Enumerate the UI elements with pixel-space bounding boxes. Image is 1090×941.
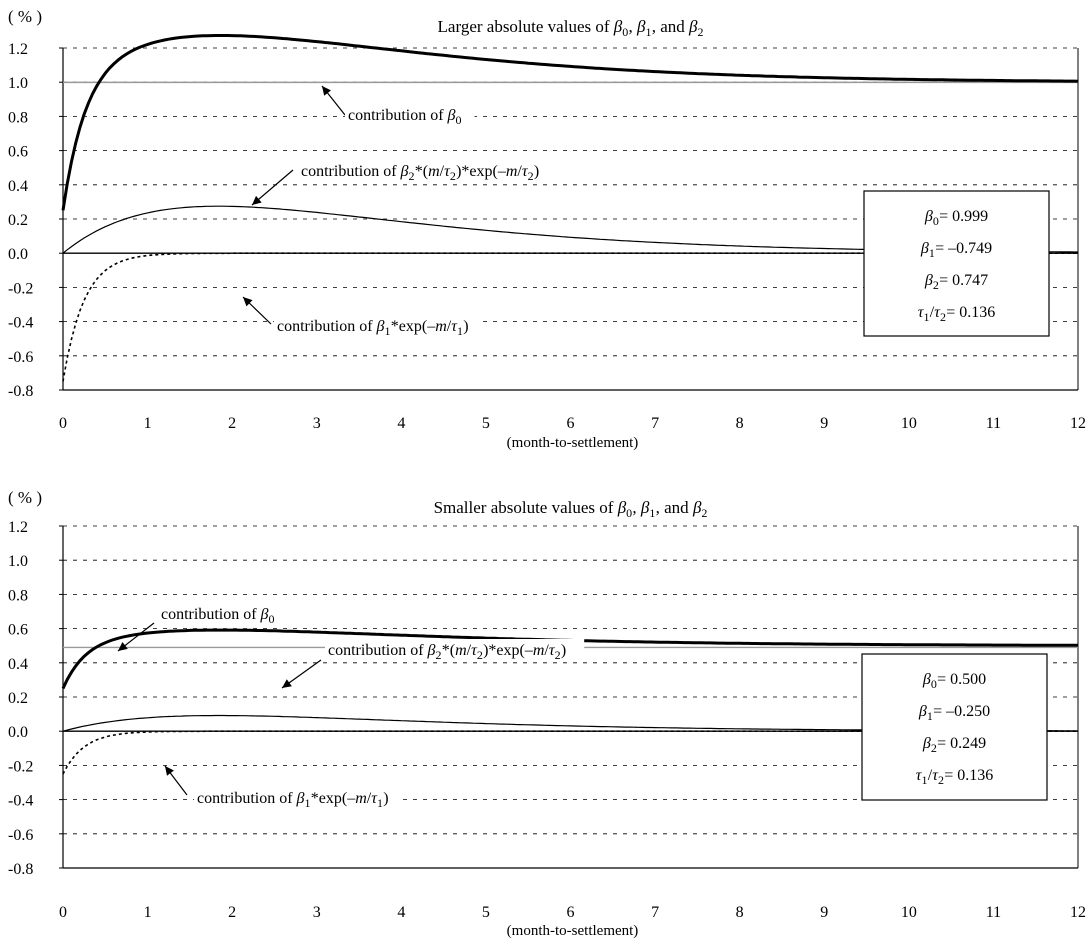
annotation-b0: contribution of β0 <box>161 606 275 626</box>
annotation-b2: contribution of β2 *(m/τ2 )*exp(–m/τ2 ) <box>328 642 566 662</box>
parameter-box <box>863 190 1050 337</box>
x-tick-label: 1 <box>144 904 152 921</box>
annotation-bg <box>325 639 585 661</box>
x-tick-label: 11 <box>986 415 1001 432</box>
parameter-line: τ1 /τ2 = 0.136 <box>916 767 993 787</box>
chart-panel-2: ( % ) Smaller absolute values of β0 , β1 … <box>8 488 1086 939</box>
y-tick-label: 0.6 <box>8 144 28 161</box>
series-b1-curve <box>62 730 1078 775</box>
y-tick-label: -0.8 <box>8 861 33 878</box>
series-b1-curve <box>62 252 1078 382</box>
x-tick-label: 7 <box>651 904 659 921</box>
annotation-bg <box>194 787 403 809</box>
y-tick-label: 0.2 <box>8 212 28 229</box>
x-tick-label: 0 <box>59 415 67 432</box>
annotation-b1: contribution of β1 *exp(–m/τ1 ) <box>277 318 469 338</box>
annotation-bg <box>158 603 288 625</box>
y-tick-label: 0.8 <box>8 109 28 126</box>
y-axis-unit: ( % ) <box>8 7 42 26</box>
x-tick-label: 5 <box>482 904 490 921</box>
y-tick-label: 1.2 <box>8 519 28 536</box>
x-axis-label: (month-to-settlement) <box>507 435 639 451</box>
x-tick-label: 2 <box>228 904 236 921</box>
y-tick-label: -0.4 <box>8 315 33 332</box>
chart-title: Smaller absolute values of β0 , β1 , and… <box>434 498 708 520</box>
x-tick-label: 1 <box>144 415 152 432</box>
y-axis-unit: ( % ) <box>8 488 42 507</box>
parameter-line: β2 = 0.747 <box>924 272 988 292</box>
x-tick-label: 5 <box>482 415 490 432</box>
parameter-line: β0 = 0.999 <box>924 208 988 228</box>
x-tick-label: 8 <box>736 904 744 921</box>
x-tick-label: 9 <box>820 415 828 432</box>
y-tick-label: -0.2 <box>8 758 33 775</box>
chart-panel-1: ( % ) Larger absolute values of β0 , β1 ,… <box>8 7 1086 451</box>
x-tick-label: 0 <box>59 904 67 921</box>
y-tick-label: -0.6 <box>8 349 33 366</box>
y-tick-label: -0.2 <box>8 280 33 297</box>
y-tick-label: 0.2 <box>8 690 28 707</box>
parameter-line: β1 = –0.749 <box>920 240 992 260</box>
y-tick-label: 1.0 <box>8 75 28 92</box>
parameter-line: β1 = –0.250 <box>918 703 990 723</box>
y-tick-label: 0.4 <box>8 178 28 195</box>
x-tick-label: 2 <box>228 415 236 432</box>
x-tick-label: 12 <box>1070 904 1086 921</box>
x-tick-label: 9 <box>820 904 828 921</box>
x-tick-label: 11 <box>986 904 1001 921</box>
x-tick-label: 4 <box>397 415 405 432</box>
x-tick-label: 4 <box>397 904 405 921</box>
x-tick-label: 7 <box>651 415 659 432</box>
annotation-b1: contribution of β1 *exp(–m/τ1 ) <box>197 790 389 810</box>
annotation-bg <box>345 104 475 126</box>
parameter-line: β2 = 0.249 <box>922 735 986 755</box>
y-tick-label: 0.6 <box>8 622 28 639</box>
annotation-b0: contribution of β0 <box>348 107 462 127</box>
y-tick-label: -0.6 <box>8 827 33 844</box>
y-tick-label: 0.4 <box>8 656 28 673</box>
arrow-head-icon <box>322 86 332 96</box>
arrow-head-icon <box>252 195 262 205</box>
x-tick-label: 3 <box>313 904 321 921</box>
annotation-bg <box>274 315 483 337</box>
y-tick-label: 0.0 <box>8 724 28 741</box>
x-tick-label: 6 <box>567 904 575 921</box>
annotation-bg <box>298 160 558 182</box>
parameter-line: τ1 /τ2 = 0.136 <box>918 304 995 324</box>
arrow-head-icon <box>243 297 253 307</box>
x-axis-label: (month-to-settlement) <box>507 923 639 939</box>
x-tick-label: 10 <box>901 415 917 432</box>
y-tick-label: -0.4 <box>8 793 33 810</box>
y-tick-label: 1.2 <box>8 41 28 58</box>
chart-title: Larger absolute values of β0 , β1 , and … <box>438 17 704 39</box>
parameter-box <box>861 653 1048 801</box>
annotation-b2: contribution of β2 *(m/τ2 )*exp(–m/τ2 ) <box>301 163 539 183</box>
arrow-head-icon <box>165 766 174 776</box>
series-total-curve <box>61 34 1079 211</box>
arrow-head-icon <box>118 642 128 651</box>
x-tick-label: 10 <box>901 904 917 921</box>
x-tick-label: 12 <box>1070 415 1086 432</box>
y-tick-label: 0.0 <box>8 246 28 263</box>
x-tick-label: 6 <box>567 415 575 432</box>
y-tick-label: 0.8 <box>8 587 28 604</box>
x-tick-label: 8 <box>736 415 744 432</box>
x-tick-label: 3 <box>313 415 321 432</box>
arrow-head-icon <box>282 679 292 688</box>
y-tick-label: 1.0 <box>8 553 28 570</box>
parameter-line: β0 = 0.500 <box>922 671 986 691</box>
y-tick-label: -0.8 <box>8 383 33 400</box>
